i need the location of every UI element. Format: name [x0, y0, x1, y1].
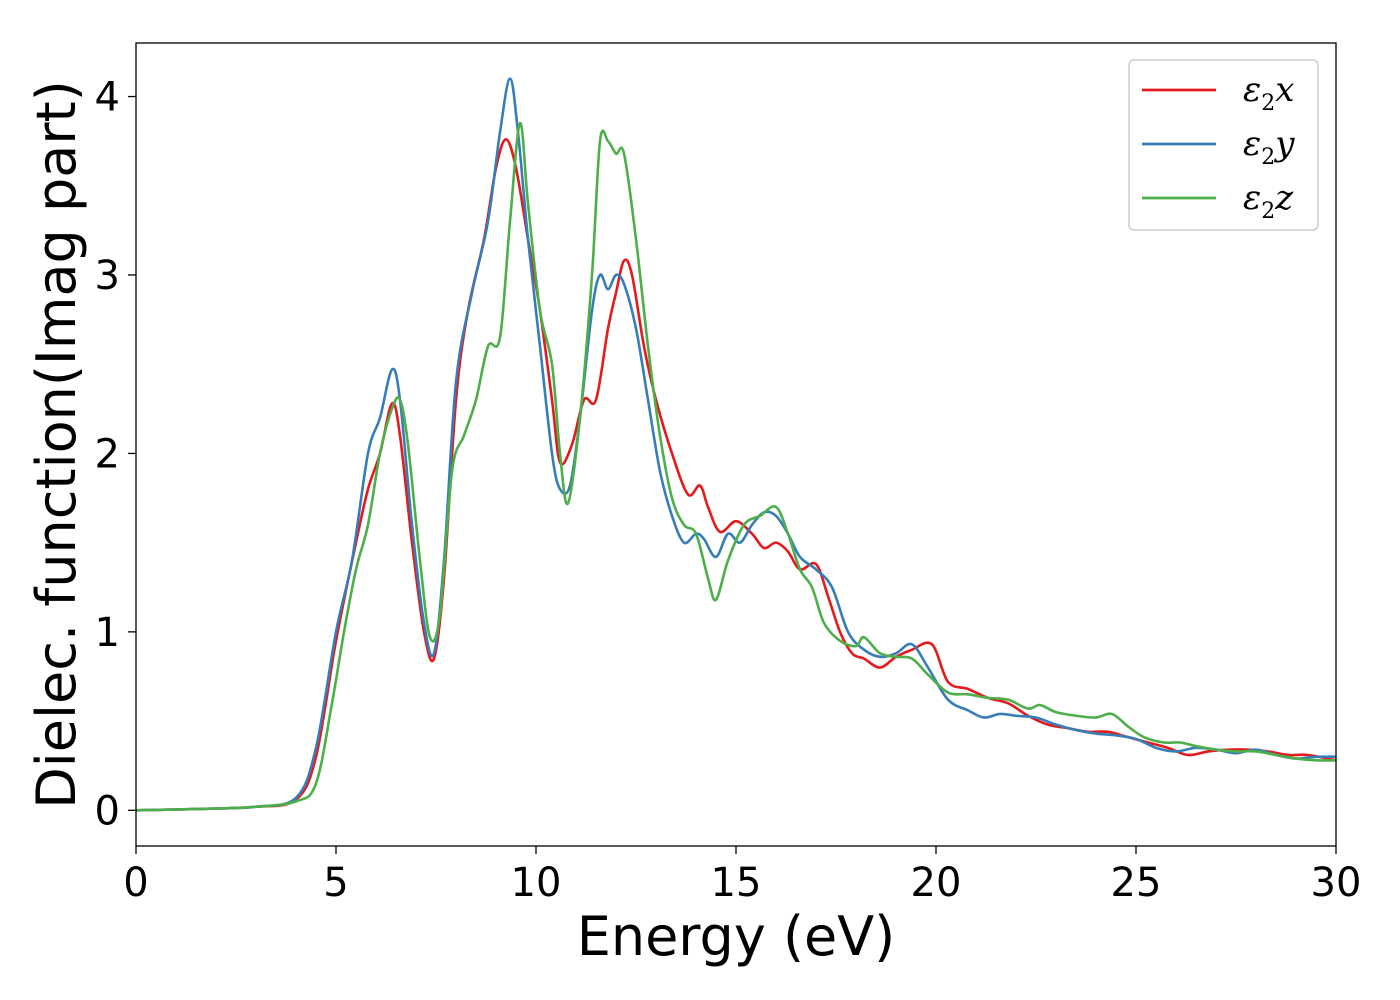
- legend-label-x: ε2x: [1243, 70, 1294, 116]
- y-tick-label: 4: [95, 75, 120, 121]
- y-axis: 0 1 2 3 4: [95, 75, 136, 834]
- y-axis-label: Dielec. function(Imag part): [25, 80, 88, 809]
- y-tick-label: 2: [95, 431, 120, 477]
- series-line-y: [136, 77, 1336, 812]
- x-tick-label: 30: [1311, 860, 1362, 906]
- x-tick-label: 20: [911, 860, 962, 906]
- x-tick-label: 15: [711, 860, 762, 906]
- x-axis-label: Energy (eV): [577, 905, 896, 968]
- x-tick-label: 25: [1111, 860, 1162, 906]
- y-tick-label: 0: [95, 788, 120, 834]
- x-tick-label: 10: [511, 860, 562, 906]
- series-line-z: [136, 121, 1336, 812]
- legend: ε2x ε2y ε2z: [1128, 59, 1319, 231]
- legend-label-z: ε2z: [1243, 178, 1294, 224]
- legend-frame: [1128, 59, 1319, 231]
- legend-label-y: ε2y: [1243, 124, 1295, 170]
- x-tick-label: 0: [123, 860, 148, 906]
- y-tick-label: 1: [95, 610, 120, 656]
- series-layer: [136, 77, 1336, 812]
- x-tick-label: 5: [323, 860, 348, 906]
- y-tick-label: 3: [95, 253, 120, 299]
- x-axis: 0 5 10 15 20 25 30: [123, 846, 1361, 906]
